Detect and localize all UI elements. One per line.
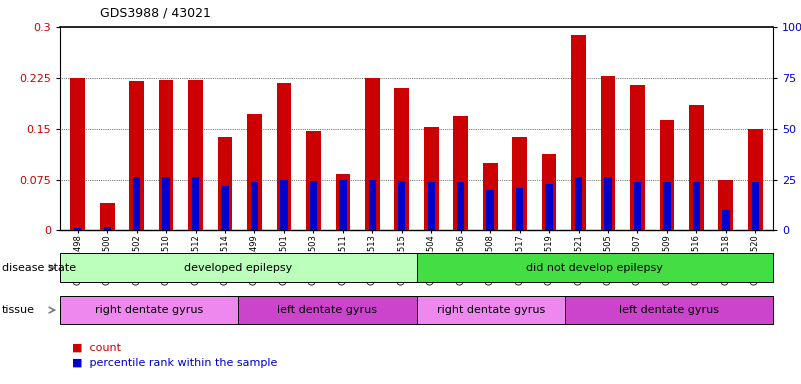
Bar — [368, 180, 376, 230]
Bar — [70, 78, 85, 230]
Text: right dentate gyrus: right dentate gyrus — [437, 305, 545, 315]
Bar — [251, 182, 258, 230]
Bar — [60, 253, 417, 282]
Bar — [663, 182, 670, 230]
Bar — [280, 180, 288, 230]
Bar — [718, 180, 733, 230]
Bar — [634, 182, 641, 230]
Text: ■  percentile rank within the sample: ■ percentile rank within the sample — [72, 358, 277, 368]
Text: ■  count: ■ count — [72, 343, 121, 353]
Bar — [133, 177, 140, 230]
Bar — [659, 120, 674, 230]
Text: developed epilepsy: developed epilepsy — [184, 263, 292, 273]
Text: left dentate gyrus: left dentate gyrus — [277, 305, 377, 315]
Bar — [417, 253, 773, 282]
Bar — [365, 78, 380, 230]
Text: did not develop epilepsy: did not develop epilepsy — [526, 263, 663, 273]
Bar — [541, 154, 557, 230]
Bar — [339, 180, 347, 230]
Bar — [417, 296, 565, 324]
Text: GDS3988 / 43021: GDS3988 / 43021 — [100, 6, 211, 19]
Bar — [159, 81, 174, 230]
Bar — [221, 185, 229, 230]
Bar — [571, 35, 586, 230]
Bar — [394, 88, 409, 230]
Bar — [693, 182, 700, 230]
Bar — [565, 296, 773, 324]
Bar — [218, 137, 232, 230]
Bar — [100, 203, 115, 230]
Bar — [398, 180, 405, 230]
Bar — [630, 84, 645, 230]
Bar — [163, 177, 170, 230]
Bar — [513, 137, 527, 230]
Bar — [129, 81, 144, 230]
Bar — [310, 180, 317, 230]
Bar — [601, 76, 615, 230]
Bar — [748, 129, 763, 230]
Bar — [239, 296, 417, 324]
Bar — [192, 177, 199, 230]
Bar — [689, 105, 704, 230]
Bar — [60, 296, 239, 324]
Bar — [336, 174, 350, 230]
Bar — [575, 177, 582, 230]
Text: disease state: disease state — [2, 263, 76, 273]
Bar — [516, 188, 523, 230]
Bar — [604, 177, 612, 230]
Bar — [248, 114, 262, 230]
Bar — [483, 162, 497, 230]
Bar — [74, 228, 82, 230]
Bar — [424, 127, 439, 230]
Bar — [486, 190, 494, 230]
Text: left dentate gyrus: left dentate gyrus — [619, 305, 719, 315]
Bar — [723, 210, 730, 230]
Text: tissue: tissue — [2, 305, 34, 315]
Text: right dentate gyrus: right dentate gyrus — [95, 305, 203, 315]
Bar — [453, 116, 468, 230]
Bar — [457, 182, 465, 230]
Bar — [103, 227, 111, 230]
Bar — [306, 131, 320, 230]
Bar — [428, 182, 435, 230]
Bar — [188, 81, 203, 230]
Bar — [276, 83, 292, 230]
Bar — [545, 184, 553, 230]
Bar — [751, 182, 759, 230]
